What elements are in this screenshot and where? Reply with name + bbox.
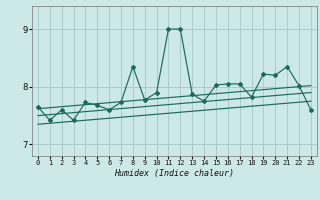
X-axis label: Humidex (Indice chaleur): Humidex (Indice chaleur) — [115, 169, 234, 178]
